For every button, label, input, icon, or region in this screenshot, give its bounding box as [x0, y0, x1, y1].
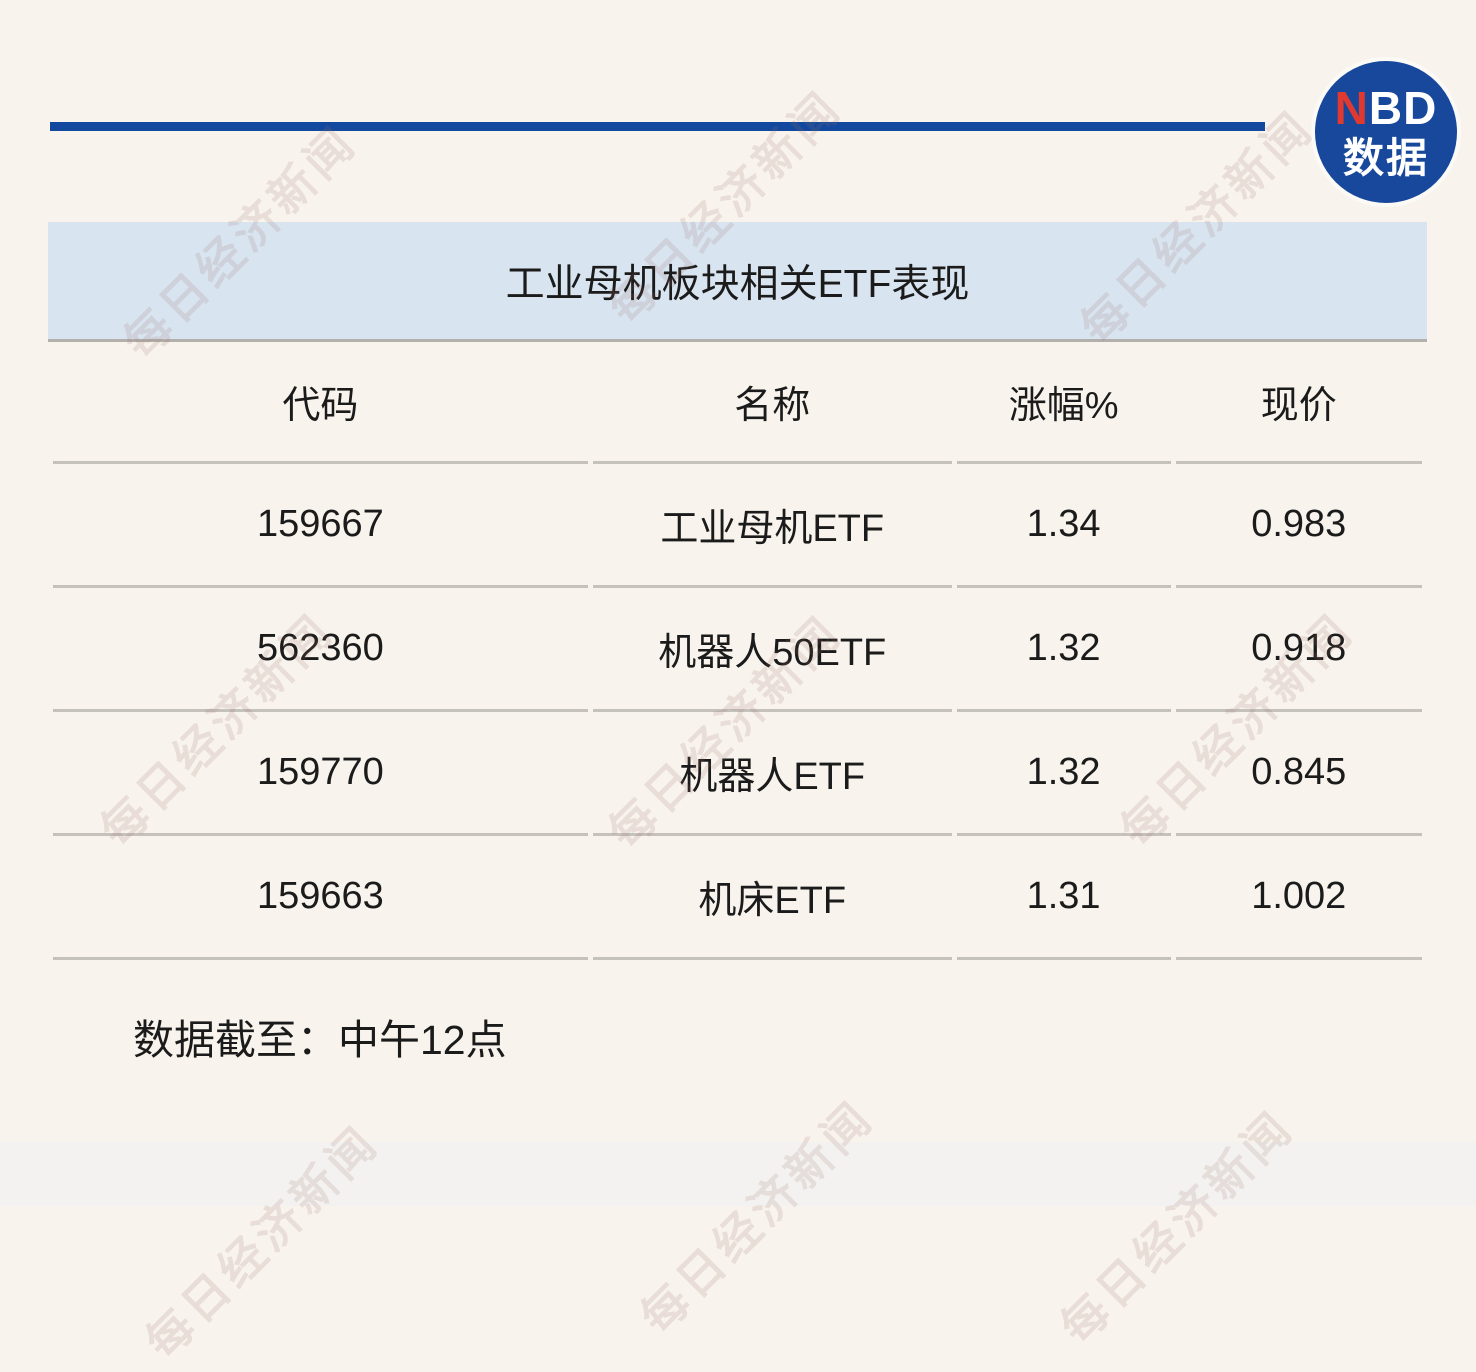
- cell-change-pct: 1.31: [956, 836, 1171, 960]
- data-cutoff-note: 数据截至：中午12点: [133, 1017, 507, 1063]
- cell-price: 1.002: [1175, 836, 1422, 960]
- etf-table-panel: 工业母机板块相关ETF表现 代码 名称 涨幅% 现价 159667 工业母机ET…: [48, 222, 1427, 960]
- logo-text-nbd: NBD: [1335, 85, 1438, 131]
- cell-code: 159770: [53, 712, 588, 836]
- table-title: 工业母机板块相关ETF表现: [48, 222, 1427, 342]
- cell-price: 0.983: [1175, 464, 1422, 588]
- cell-price: 0.918: [1175, 588, 1422, 712]
- watermark-text: 每日经济新闻: [1050, 1100, 1304, 1354]
- cell-name: 工业母机ETF: [592, 464, 952, 588]
- watermark-text: 每日经济新闻: [630, 1090, 884, 1344]
- table-row: 159663 机床ETF 1.31 1.002: [53, 836, 1422, 960]
- col-header-code: 代码: [53, 342, 588, 464]
- cell-name: 机器人50ETF: [592, 588, 952, 712]
- table-row: 159667 工业母机ETF 1.34 0.983: [53, 464, 1422, 588]
- cell-change-pct: 1.32: [956, 588, 1171, 712]
- cell-name: 机床ETF: [592, 836, 952, 960]
- col-header-name: 名称: [592, 342, 952, 464]
- cell-change-pct: 1.34: [956, 464, 1171, 588]
- cell-code: 562360: [53, 588, 588, 712]
- col-header-change-pct: 涨幅%: [956, 342, 1171, 464]
- etf-table: 代码 名称 涨幅% 现价 159667 工业母机ETF 1.34 0.983 5…: [48, 342, 1427, 960]
- bottom-strip: [0, 1142, 1476, 1206]
- cell-name: 机器人ETF: [592, 712, 952, 836]
- logo-letter-n: N: [1334, 82, 1369, 134]
- table-header-row: 代码 名称 涨幅% 现价: [53, 342, 1422, 464]
- cell-code: 159667: [53, 464, 588, 588]
- table-row: 159770 机器人ETF 1.32 0.845: [53, 712, 1422, 836]
- logo-subtext: 数据: [1343, 135, 1429, 181]
- header-rule: [50, 122, 1265, 131]
- table-row: 562360 机器人50ETF 1.32 0.918: [53, 588, 1422, 712]
- cell-code: 159663: [53, 836, 588, 960]
- cell-change-pct: 1.32: [956, 712, 1171, 836]
- logo-letters-bd: BD: [1368, 82, 1438, 134]
- nbd-logo: NBD 数据: [1311, 57, 1461, 207]
- cell-price: 0.845: [1175, 712, 1422, 836]
- col-header-price: 现价: [1175, 342, 1422, 464]
